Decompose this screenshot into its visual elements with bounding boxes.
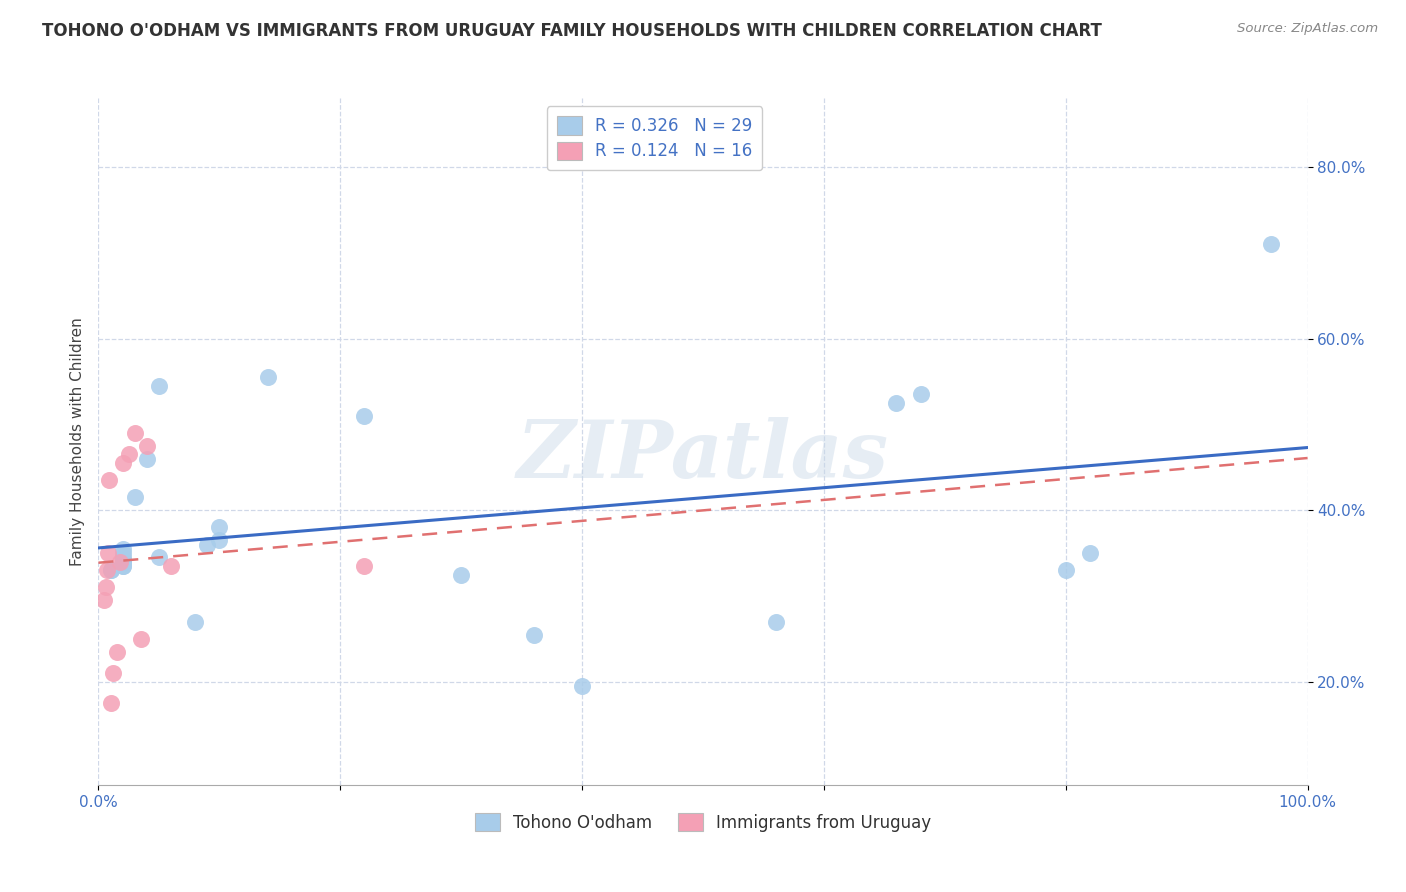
- Point: [97, 546, 120, 560]
- Point: [111, 559, 134, 574]
- Point: [111, 555, 134, 569]
- Point: [100, 563, 122, 577]
- Point: [208, 533, 231, 548]
- Point: [124, 491, 146, 505]
- Point: [111, 541, 134, 556]
- Text: ZIPatlas: ZIPatlas: [517, 417, 889, 494]
- Point: [135, 451, 157, 466]
- Y-axis label: Family Households with Children: Family Households with Children: [69, 318, 84, 566]
- Point: [98, 473, 121, 487]
- Point: [111, 546, 134, 560]
- Point: [111, 456, 134, 470]
- Point: [1078, 546, 1101, 560]
- Point: [353, 409, 375, 423]
- Point: [1054, 563, 1077, 577]
- Point: [184, 615, 207, 629]
- Point: [118, 447, 141, 461]
- Point: [93, 593, 115, 607]
- Point: [111, 550, 134, 565]
- Point: [148, 378, 170, 392]
- Point: [100, 563, 122, 577]
- Point: [111, 553, 134, 567]
- Point: [94, 581, 117, 595]
- Point: [765, 615, 787, 629]
- Point: [101, 666, 124, 681]
- Point: [208, 520, 231, 534]
- Point: [135, 439, 157, 453]
- Point: [523, 628, 546, 642]
- Point: [571, 679, 593, 693]
- Point: [910, 387, 932, 401]
- Point: [886, 396, 908, 410]
- Point: [160, 559, 183, 574]
- Point: [450, 567, 472, 582]
- Point: [111, 555, 134, 569]
- Point: [124, 425, 146, 440]
- Point: [111, 559, 134, 574]
- Text: TOHONO O'ODHAM VS IMMIGRANTS FROM URUGUAY FAMILY HOUSEHOLDS WITH CHILDREN CORREL: TOHONO O'ODHAM VS IMMIGRANTS FROM URUGUA…: [42, 22, 1102, 40]
- Point: [256, 370, 278, 384]
- Point: [108, 555, 131, 569]
- Point: [129, 632, 152, 646]
- Point: [148, 550, 170, 565]
- Point: [100, 697, 122, 711]
- Point: [353, 559, 375, 574]
- Legend: Tohono O'odham, Immigrants from Uruguay: Tohono O'odham, Immigrants from Uruguay: [468, 806, 938, 838]
- Point: [195, 537, 218, 551]
- Text: Source: ZipAtlas.com: Source: ZipAtlas.com: [1237, 22, 1378, 36]
- Point: [1260, 237, 1282, 252]
- Point: [105, 645, 128, 659]
- Point: [96, 563, 118, 577]
